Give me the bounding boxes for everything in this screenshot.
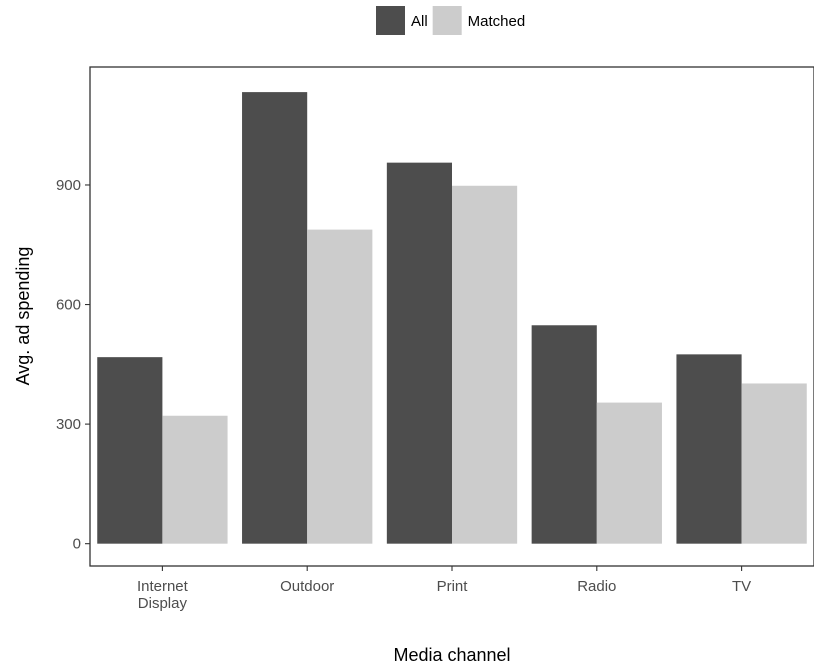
x-tick-label-4: TV <box>732 578 751 595</box>
bar-matched-3 <box>596 402 662 544</box>
x-tick-label-1: Outdoor <box>280 578 334 595</box>
bar-matched-1 <box>307 229 373 544</box>
y-tick-label-600: 600 <box>56 297 81 314</box>
y-axis: 0 300 600 900 <box>56 177 90 553</box>
bar-all-4 <box>676 354 742 544</box>
bars <box>97 92 807 544</box>
legend: All Matched <box>376 6 525 35</box>
bar-matched-0 <box>162 415 228 544</box>
x-tick-label-3: Radio <box>577 578 616 595</box>
legend-label-all: All <box>411 13 428 30</box>
legend-label-matched: Matched <box>468 13 526 30</box>
legend-key-all <box>376 6 405 35</box>
y-tick-label-300: 300 <box>56 416 81 433</box>
bar-all-2 <box>386 162 452 544</box>
y-axis-title: Avg. ad spending <box>13 247 33 386</box>
y-tick-label-900: 900 <box>56 177 81 194</box>
x-axis-title: Media channel <box>393 645 510 665</box>
legend-key-matched <box>432 6 462 35</box>
x-tick-label-0: Internet Display <box>137 578 189 612</box>
bar-all-1 <box>242 92 308 544</box>
x-axis: Internet Display Outdoor Print Radio TV <box>137 566 751 612</box>
bar-all-3 <box>531 325 597 544</box>
bar-all-0 <box>97 357 163 544</box>
bar-matched-2 <box>452 185 518 544</box>
y-tick-label-0: 0 <box>73 536 81 553</box>
bar-matched-4 <box>741 383 807 544</box>
x-tick-label-2: Print <box>437 578 469 595</box>
